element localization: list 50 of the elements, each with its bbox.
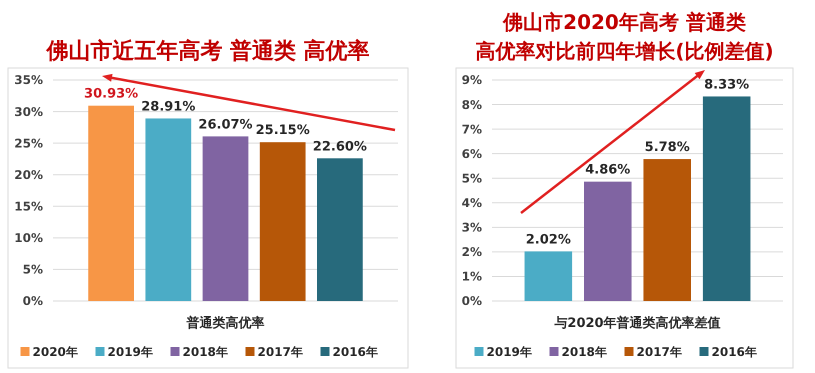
legend-label: 2019年 [486, 345, 532, 360]
y-tick-label: 0% [22, 294, 43, 308]
legend-label: 2017年 [636, 345, 682, 360]
x-tick-label: 与2020年普通类高优率差值 [553, 315, 721, 331]
bar [584, 182, 632, 301]
bar [260, 142, 306, 301]
legend-label: 2016年 [712, 345, 757, 360]
y-tick-label: 5% [462, 171, 482, 186]
y-tick-label: 30% [14, 104, 43, 119]
chart-title: 佛山市近五年高考 普通类 高优率 [45, 38, 370, 64]
y-tick-label: 4% [462, 196, 482, 210]
legend-label: 2019年 [108, 345, 153, 360]
text: 28.91% [141, 99, 196, 114]
y-tick-label: 35% [14, 73, 43, 88]
chart-title: 佛山市2020年高考 普通类 [502, 10, 746, 34]
text: 8.33% [704, 77, 750, 92]
y-tick-label: 0% [462, 294, 482, 308]
y-tick-label: 3% [462, 220, 482, 235]
x-tick-label: 普通类高优率 [186, 315, 264, 331]
legend-label: 2017年 [258, 345, 303, 360]
bar [524, 251, 572, 301]
legend-label: 2018年 [182, 345, 228, 360]
y-tick-label: 5% [22, 262, 43, 277]
text: 26.07% [198, 117, 253, 132]
y-tick-label: 8% [462, 98, 482, 112]
legend-label: 2020年 [32, 345, 78, 360]
y-tick-label: 25% [14, 136, 43, 150]
bar [702, 96, 750, 301]
y-tick-label: 1% [462, 270, 482, 284]
legend-label: 2016年 [332, 345, 378, 360]
text: 30.93% [84, 86, 138, 102]
bar [145, 118, 192, 301]
y-tick-label: 9% [462, 73, 482, 88]
y-tick-label: 15% [14, 199, 43, 214]
text: 22.60% [312, 139, 367, 154]
y-tick-label: 20% [14, 168, 43, 182]
legend-label: 2018年 [562, 345, 607, 360]
bar [202, 136, 248, 301]
text: 5.78% [644, 140, 690, 156]
text: 25.15% [256, 123, 310, 138]
text: 2.02% [526, 232, 571, 248]
bar [643, 159, 692, 301]
y-tick-label: 2% [462, 245, 482, 260]
bar [317, 158, 363, 301]
chart-subtitle: 高优率对比前四年增长(比例差值) [475, 39, 774, 63]
y-tick-label: 10% [14, 231, 43, 246]
y-tick-label: 6% [462, 146, 482, 161]
text: 4.86% [585, 162, 630, 178]
bar [88, 106, 134, 301]
y-tick-label: 7% [462, 122, 482, 136]
